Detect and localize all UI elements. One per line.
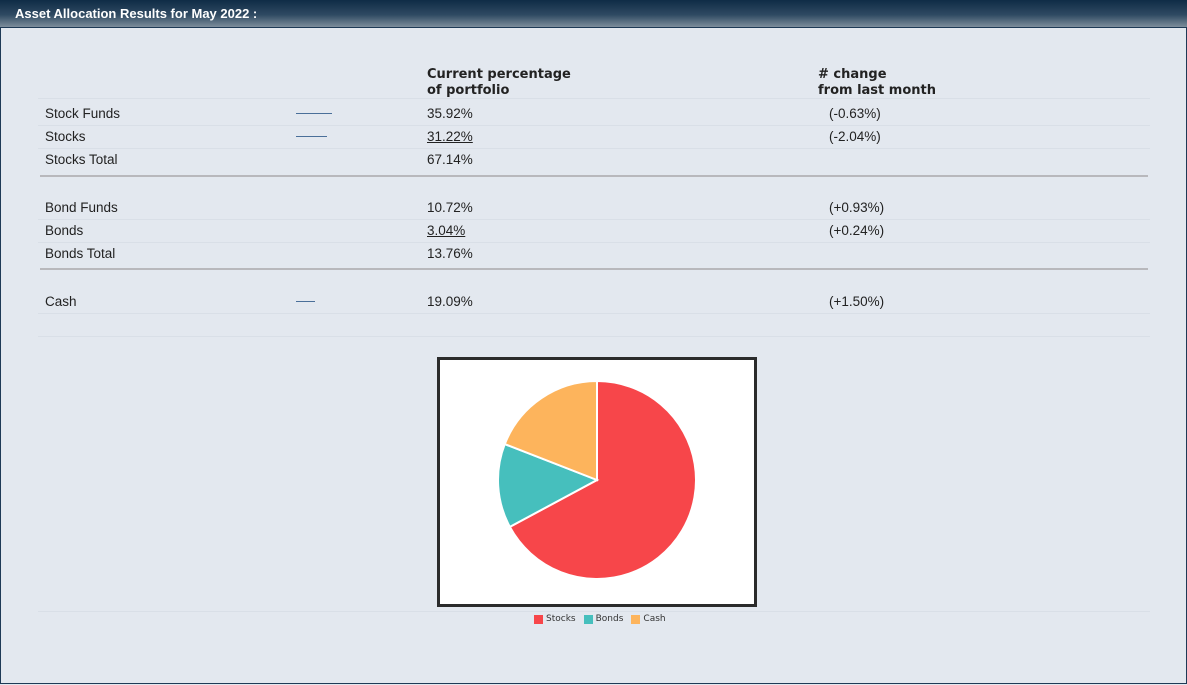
- title-bar: Asset Allocation Results for May 2022 :: [0, 0, 1187, 28]
- legend-swatch: [534, 614, 543, 624]
- row-percentage: 13.76%: [427, 246, 473, 261]
- header-line: of portfolio: [427, 83, 510, 98]
- row-label: Cash: [45, 294, 77, 309]
- row-divider: [38, 98, 1150, 99]
- header-line: Current percentage: [427, 67, 571, 82]
- row-percentage: 31.22%: [427, 129, 473, 144]
- group-divider: [40, 175, 1148, 177]
- chart-legend: Stocks Bonds Cash: [534, 614, 666, 624]
- pie-slice-bonds[interactable]: [497, 442, 600, 529]
- group-divider: [40, 268, 1148, 270]
- row-divider: [38, 219, 1150, 220]
- allocation-minibar: [296, 301, 316, 302]
- row-divider: [38, 242, 1150, 243]
- row-percentage: 67.14%: [427, 152, 473, 167]
- page-title: Asset Allocation Results for May 2022 :: [15, 6, 258, 21]
- row-change: (+0.93%): [829, 200, 885, 215]
- pie-slice-cash[interactable]: [503, 379, 598, 482]
- row-divider: [38, 611, 1150, 612]
- row-percentage: 10.72%: [427, 200, 473, 215]
- row-divider: [38, 313, 1150, 314]
- row-percentage: 19.09%: [427, 294, 473, 309]
- legend-item-cash[interactable]: Cash: [631, 614, 666, 624]
- pie-slice-stocks[interactable]: [508, 379, 697, 580]
- legend-swatch: [631, 614, 641, 624]
- row-label: Bond Funds: [45, 200, 118, 215]
- row-change: (+1.50%): [829, 294, 885, 309]
- row-label: Bonds Total: [45, 246, 116, 261]
- legend-label: Stocks: [546, 614, 576, 624]
- header-line: from last month: [818, 83, 936, 98]
- row-label: Stocks Total: [45, 152, 118, 167]
- legend-item-stocks[interactable]: Stocks: [534, 614, 576, 624]
- row-label: Stock Funds: [45, 106, 121, 121]
- legend-swatch: [583, 614, 593, 624]
- pie-chart: [437, 357, 757, 607]
- row-label: Bonds: [45, 223, 84, 238]
- legend-label: Bonds: [595, 614, 624, 624]
- row-change: (-0.63%): [829, 106, 881, 121]
- row-label: Stocks: [45, 129, 86, 144]
- row-change: (-2.04%): [829, 129, 881, 144]
- row-percentage: 3.04%: [427, 223, 466, 238]
- row-change: (+0.24%): [829, 223, 885, 238]
- allocation-minibar: [296, 113, 332, 114]
- row-divider: [38, 336, 1150, 337]
- column-header-change: # change from last month: [818, 67, 936, 99]
- legend-label: Cash: [643, 614, 666, 624]
- row-percentage: 35.92%: [427, 106, 473, 121]
- row-divider: [38, 125, 1150, 126]
- allocation-minibar: [296, 136, 328, 137]
- pie-svg: [497, 379, 697, 580]
- header-line: # change: [818, 67, 887, 82]
- column-header-current: Current percentage of portfolio: [427, 67, 571, 99]
- row-divider: [38, 148, 1150, 149]
- legend-item-bonds[interactable]: Bonds: [583, 614, 624, 624]
